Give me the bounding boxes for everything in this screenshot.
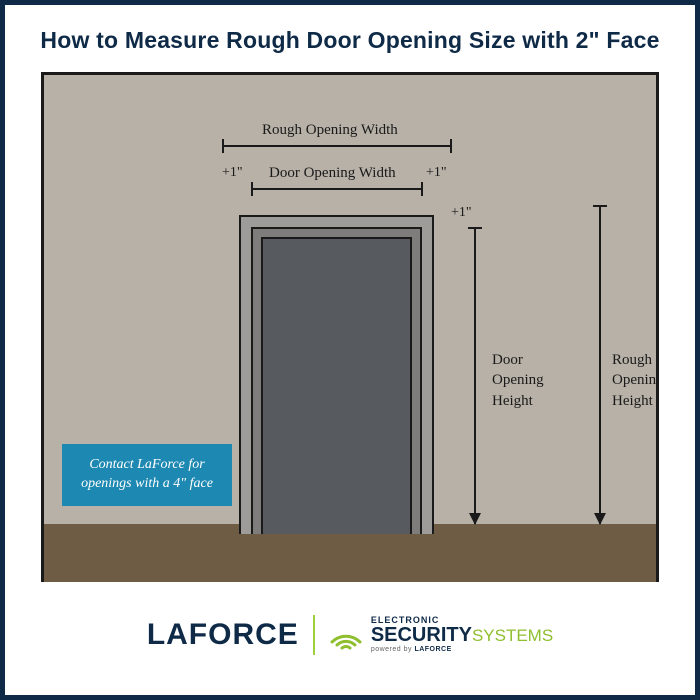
logo-divider [313, 615, 315, 655]
diagram-area: Rough Opening Width +1" Door Opening Wid… [41, 72, 659, 582]
ss-security: SECURITY [371, 624, 472, 646]
plus1-left-label: +1" [222, 165, 243, 181]
door-height-l3: Height [492, 393, 533, 409]
door-height-l2: Opening [492, 372, 544, 388]
arrow-down-icon [594, 513, 606, 525]
rough-width-bracket [222, 145, 452, 147]
wifi-icon [329, 620, 363, 650]
ss-systems: SYSTEMS [472, 626, 553, 645]
rough-height-l2: Opening [612, 372, 659, 388]
plus1-top-label: +1" [451, 205, 472, 221]
ss-sub-prefix: powered by [371, 646, 415, 653]
door-height-bracket [474, 227, 476, 524]
page-title: How to Measure Rough Door Opening Size w… [5, 5, 695, 72]
door-width-label: Door Opening Width [269, 165, 396, 182]
rough-height-bracket [599, 205, 601, 524]
door-height-l1: Door [492, 352, 523, 368]
laforce-logo: LAFORCE [147, 618, 299, 652]
door-height-label: Door Opening Height [492, 350, 544, 411]
contact-line1: Contact LaForce for [89, 457, 204, 472]
contact-line2: openings with a 4" face [81, 476, 213, 491]
plus1-right-label: +1" [426, 165, 447, 181]
ss-sub-bold: LAFORCE [414, 646, 451, 653]
rough-height-l3: Height [612, 393, 653, 409]
door-frame-inner [251, 227, 422, 534]
rough-height-l1: Rough [612, 352, 652, 368]
rough-width-label: Rough Opening Width [262, 122, 398, 139]
footer: LAFORCE ELECTRONIC SECURITYSYSTEMS [5, 582, 695, 695]
door-frame-outer [239, 215, 434, 534]
ss-text: ELECTRONIC SECURITYSYSTEMS powered by LA… [371, 616, 553, 653]
door-width-bracket [251, 188, 423, 190]
security-systems-logo: ELECTRONIC SECURITYSYSTEMS powered by LA… [329, 616, 553, 653]
arrow-down-icon [469, 513, 481, 525]
contact-callout: Contact LaForce for openings with a 4" f… [62, 444, 232, 506]
door-slab [261, 237, 412, 534]
rough-height-label: Rough Opening Height [612, 350, 659, 411]
ss-main: SECURITYSYSTEMS [371, 625, 553, 645]
diagram-card: How to Measure Rough Door Opening Size w… [0, 0, 700, 700]
ss-sub: powered by LAFORCE [371, 646, 553, 653]
